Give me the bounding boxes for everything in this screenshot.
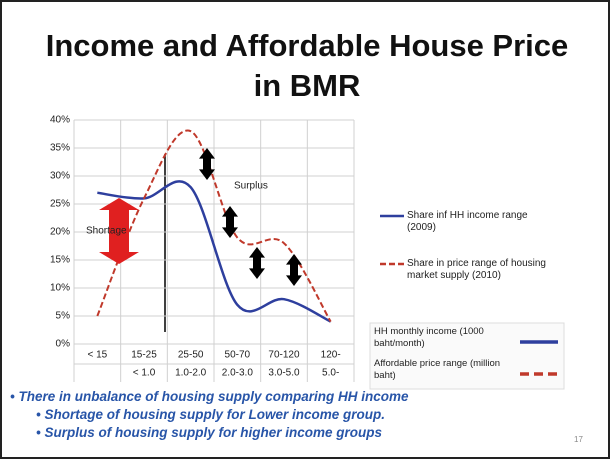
- x-sublabel: 2.0-3.0: [222, 368, 254, 379]
- double-arrow: [249, 247, 265, 279]
- bullet: • There in unbalance of housing supply c…: [10, 388, 570, 406]
- double-arrow: [286, 254, 302, 286]
- y-tick-label: 10%: [50, 283, 70, 294]
- x-sublabel: 3.0-5.0: [268, 368, 300, 379]
- double-arrow: [99, 198, 139, 264]
- y-tick-label: 30%: [50, 171, 70, 182]
- legend-label: Share inf HH income range (2009): [407, 210, 528, 233]
- series-line: [96, 129, 332, 323]
- annotation: Shortage: [86, 226, 127, 237]
- bullet-dot: •: [36, 425, 45, 440]
- y-tick-label: 35%: [50, 143, 70, 154]
- inset-legend-label: Affordable price range (million baht): [374, 358, 501, 381]
- y-tick-label: 0%: [56, 339, 71, 350]
- bullet-text: Surplus of housing supply for higher inc…: [44, 425, 382, 440]
- y-tick-label: 15%: [50, 255, 70, 266]
- x-tick-label: 50-70: [225, 350, 251, 361]
- x-tick-label: 70-120: [268, 350, 300, 361]
- bullet-text: Shortage of housing supply for Lower inc…: [44, 407, 385, 422]
- bullet-text: There in unbalance of housing supply com…: [18, 389, 409, 404]
- inset-legend-box: [369, 322, 565, 390]
- slide-title: Income and Affordable House Price in BMR: [45, 28, 569, 103]
- x-sublabel: < 1.0: [133, 368, 156, 379]
- x-sublabel: 1.0-2.0: [175, 368, 207, 379]
- double-arrow: [199, 148, 215, 180]
- double-arrow: [222, 206, 238, 238]
- x-tick-label: 25-50: [178, 350, 204, 361]
- annotation: Surplus: [234, 181, 268, 192]
- inset-legend-label: HH monthly income (1000 baht/month): [374, 326, 484, 349]
- x-sublabel: 5.0-: [322, 368, 339, 379]
- y-tick-label: 20%: [50, 227, 70, 238]
- y-tick-label: 5%: [56, 311, 71, 322]
- y-tick-label: 40%: [50, 115, 70, 126]
- bullet-list: • There in unbalance of housing supply c…: [10, 388, 570, 442]
- x-tick-label: < 15: [87, 350, 107, 361]
- bullet: • Surplus of housing supply for higher i…: [10, 424, 570, 442]
- bullet-dot: •: [36, 407, 45, 422]
- bullet-dot: •: [10, 389, 19, 404]
- x-tick-label: 120-: [321, 350, 341, 361]
- bullet: • Shortage of housing supply for Lower i…: [10, 406, 570, 424]
- slide-number: 17: [574, 435, 583, 444]
- y-tick-label: 25%: [50, 199, 70, 210]
- legend-label: Share in price range of housing market s…: [407, 258, 546, 281]
- x-tick-label: 15-25: [131, 350, 157, 361]
